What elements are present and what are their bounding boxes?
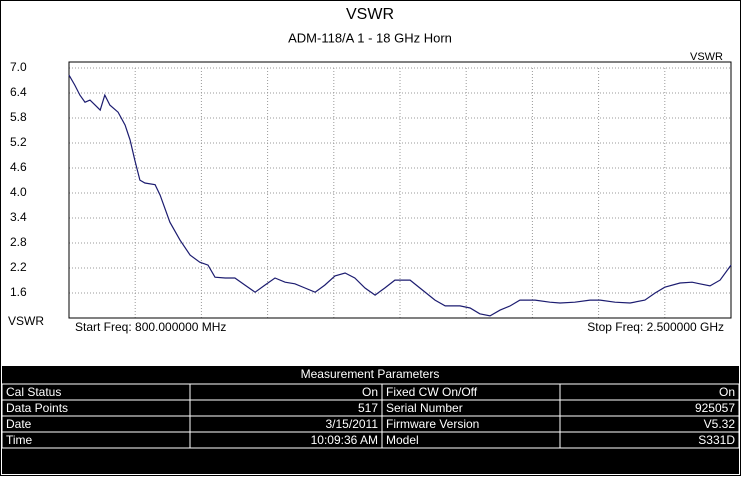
y-tick-label: 5.2 <box>10 135 27 149</box>
param-name: Data Points <box>6 401 68 415</box>
chart-subtitle: ADM-118/A 1 - 18 GHz Horn <box>288 30 452 45</box>
param-name: Date <box>6 417 32 431</box>
y-tick-label: 1.6 <box>10 285 27 299</box>
param-name: Cal Status <box>6 385 61 399</box>
y-axis-label: VSWR <box>8 314 44 328</box>
param-name: Model <box>386 433 419 447</box>
table-title: Measurement Parameters <box>301 367 440 381</box>
param-value: 517 <box>358 401 378 415</box>
parameters-table: Measurement Parameters Cal Status On Fixed… <box>1 367 740 449</box>
param-value: On <box>362 385 378 399</box>
y-tick-label: 4.0 <box>10 185 27 199</box>
start-freq: Start Freq: 800.000000 MHz <box>75 320 226 334</box>
y-tick-label: 4.6 <box>10 160 27 174</box>
chart-title: VSWR <box>346 6 394 23</box>
param-value: 3/15/2011 <box>326 417 379 431</box>
param-name: Serial Number <box>386 401 463 415</box>
param-value: S331D <box>698 433 735 447</box>
param-value: 925057 <box>695 401 735 415</box>
param-value: 10:09:36 AM <box>311 433 378 447</box>
y-tick-label: 2.2 <box>10 260 27 274</box>
plot-border <box>68 61 732 319</box>
y-tick-label: 3.4 <box>10 210 27 224</box>
legend-entry: VSWR <box>690 51 723 63</box>
param-name: Fixed CW On/Off <box>386 385 478 399</box>
param-value: On <box>719 385 735 399</box>
param-name: Firmware Version <box>386 417 479 431</box>
y-tick-label: 7.0 <box>10 60 27 74</box>
y-tick-label: 5.8 <box>10 110 27 124</box>
param-value: V5.32 <box>704 417 736 431</box>
param-name: Time <box>6 433 33 447</box>
y-tick-label: 2.8 <box>10 235 27 249</box>
y-tick-label: 6.4 <box>10 85 27 99</box>
stop-freq: Stop Freq: 2.500000 GHz <box>587 320 724 334</box>
vswr-trace <box>68 74 732 317</box>
